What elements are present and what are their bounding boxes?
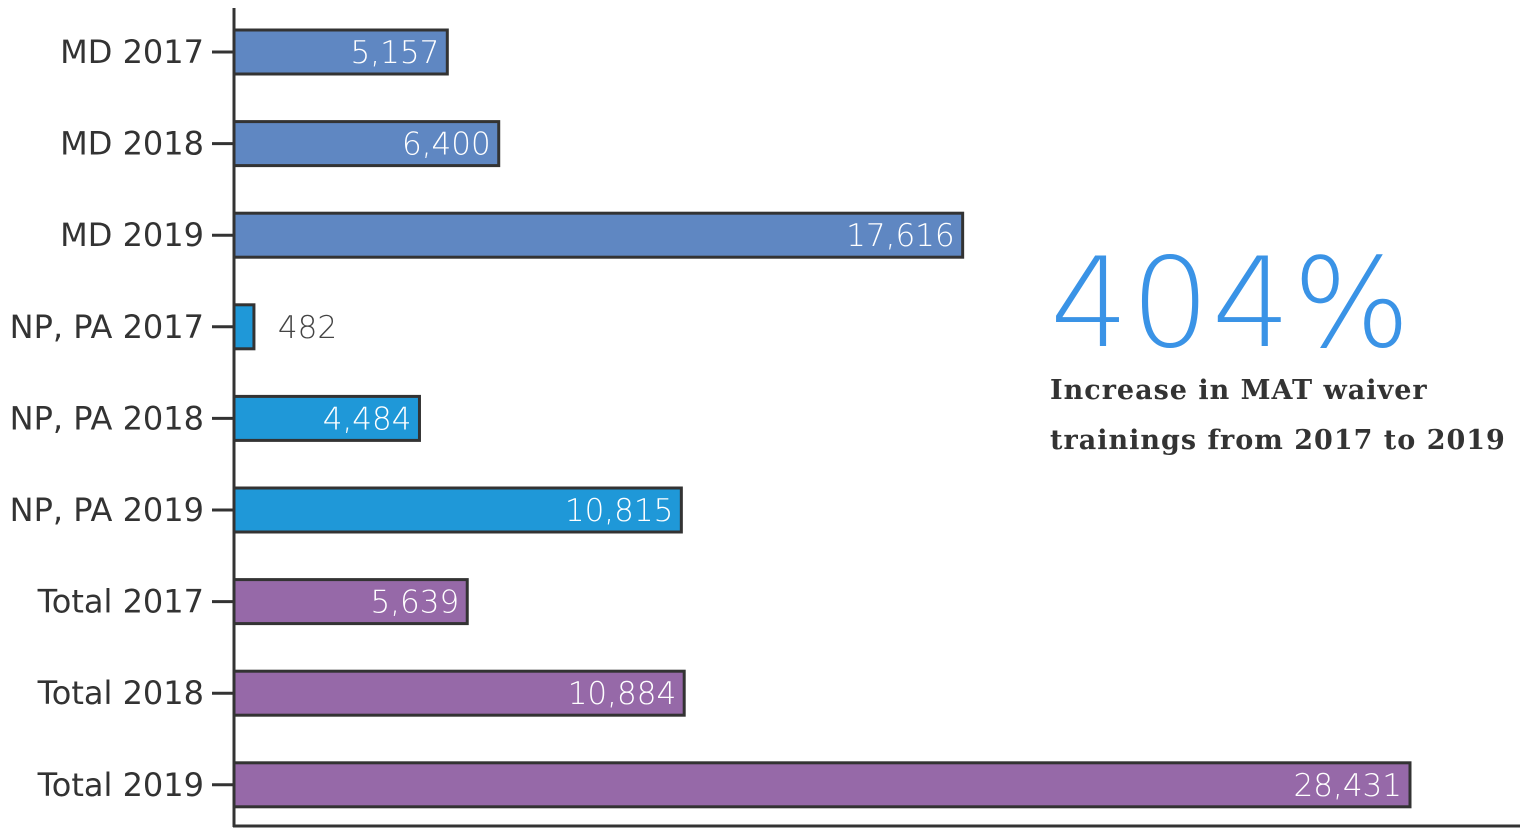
category-label-total-2019: Total 2019 xyxy=(37,766,204,804)
labels-layer: MD 2017 5,157 MD 2018 6,400 MD 2019 17,616 NP,… xyxy=(10,33,1402,804)
bar-total-2017 xyxy=(232,578,469,626)
axis-layer xyxy=(212,8,1520,828)
category-label-md-2019: MD 2019 xyxy=(60,216,204,254)
value-label-total-2019: 28,431 xyxy=(1294,768,1402,804)
value-label-total-2018: 10,884 xyxy=(568,676,676,712)
value-label-np-pa-2019: 10,815 xyxy=(565,493,673,529)
increase-percentage: 404% xyxy=(1050,232,1413,376)
category-label-md-2017: MD 2017 xyxy=(60,33,204,71)
increase-caption: Increase in MAT waiver trainings from 20… xyxy=(1050,375,1506,456)
bar-np-pa-2017 xyxy=(232,303,256,351)
bar-md-2019 xyxy=(232,211,965,259)
category-label-md-2018: MD 2018 xyxy=(60,125,204,163)
category-label-total-2017: Total 2017 xyxy=(37,583,204,621)
category-label-np-pa-2019: NP, PA 2019 xyxy=(10,491,204,529)
category-label-np-pa-2017: NP, PA 2017 xyxy=(10,308,204,346)
bars-layer xyxy=(232,28,1412,809)
category-label-np-pa-2018: NP, PA 2018 xyxy=(10,399,204,437)
bar-np-pa-2019 xyxy=(232,486,683,534)
value-label-np-pa-2018: 4,484 xyxy=(323,401,412,437)
value-label-md-2017: 5,157 xyxy=(351,35,440,71)
stat-callout: 404% Increase in MAT waiver trainings fr… xyxy=(1050,242,1530,466)
bar-total-2018 xyxy=(232,669,686,717)
value-label-np-pa-2017: 482 xyxy=(278,310,337,346)
category-label-total-2018: Total 2018 xyxy=(37,674,204,712)
bar-md-2018 xyxy=(232,120,501,168)
bar-total-2019 xyxy=(232,761,1412,809)
bar-np-pa-2018 xyxy=(232,394,421,442)
value-label-md-2018: 6,400 xyxy=(402,127,491,163)
value-label-md-2019: 17,616 xyxy=(846,218,954,254)
value-label-total-2017: 5,639 xyxy=(370,585,459,621)
